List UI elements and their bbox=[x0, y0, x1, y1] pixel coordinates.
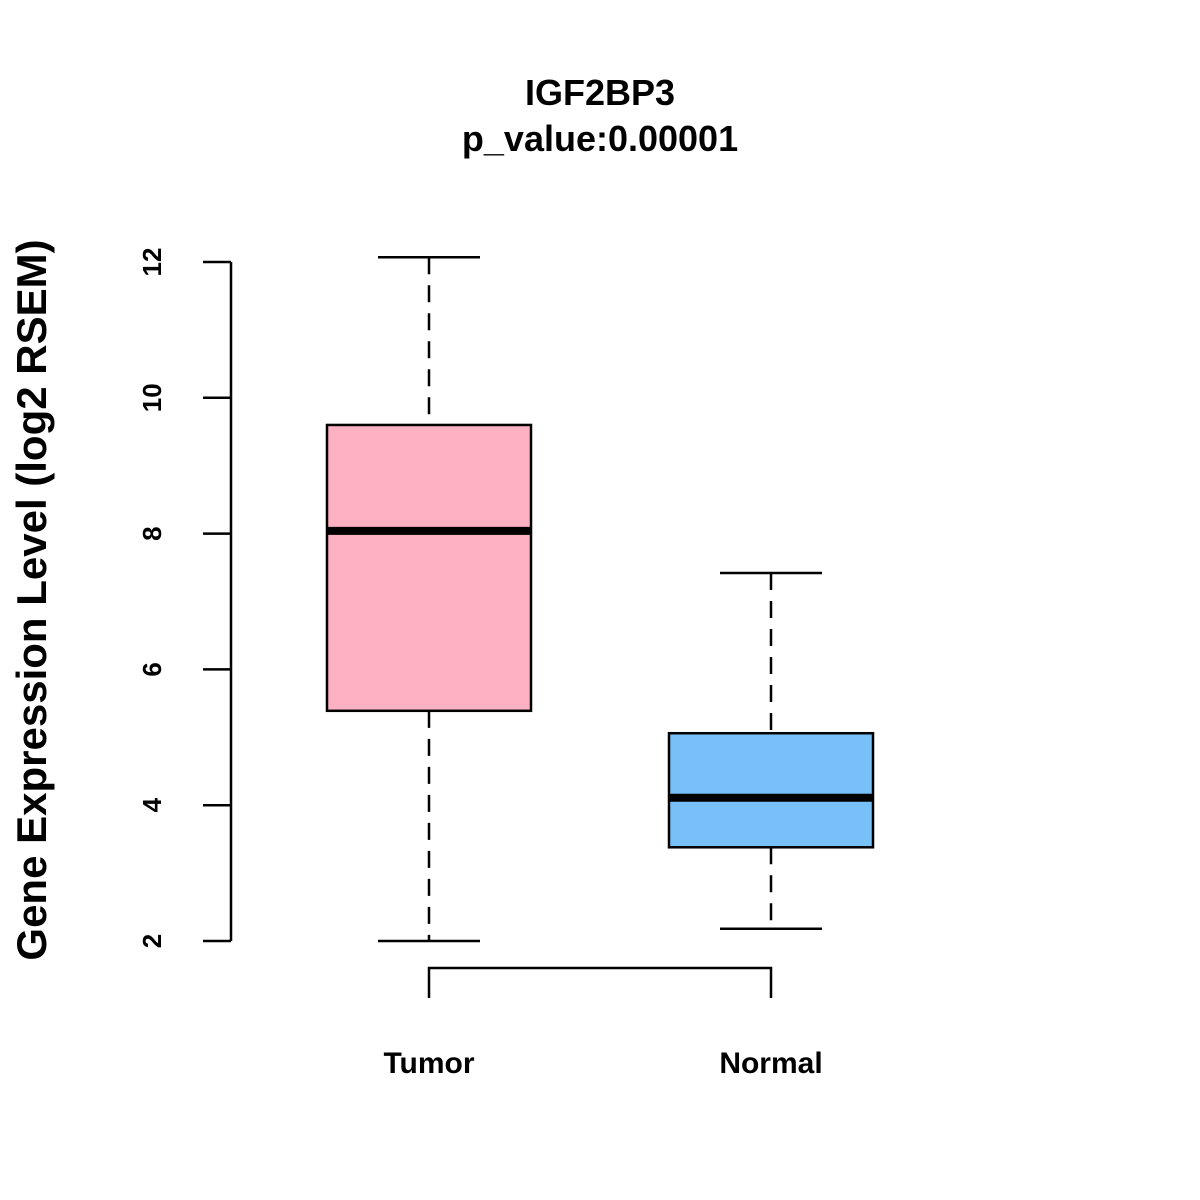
chart-title: IGF2BP3 bbox=[525, 72, 675, 113]
y-tick-label: 10 bbox=[137, 383, 167, 412]
y-axis-label: Gene Expression Level (log2 RSEM) bbox=[8, 239, 55, 960]
y-tick-label: 8 bbox=[137, 526, 167, 540]
x-label-normal: Normal bbox=[719, 1047, 822, 1080]
x-axis-labels: Tumor Normal bbox=[383, 1047, 822, 1080]
iqr-box bbox=[667, 731, 875, 849]
comparison-bracket bbox=[427, 966, 773, 998]
box-tumor bbox=[325, 255, 533, 943]
bracket-line bbox=[427, 966, 773, 998]
y-tick-label: 4 bbox=[137, 797, 167, 812]
y-tick-label: 2 bbox=[137, 934, 167, 948]
x-label-tumor: Tumor bbox=[383, 1047, 474, 1080]
iqr-box bbox=[325, 423, 533, 713]
box-normal bbox=[667, 571, 875, 931]
chart-subtitle: p_value:0.00001 bbox=[462, 118, 738, 159]
y-tick-label: 6 bbox=[137, 662, 167, 676]
y-axis: 2 4 6 8 10 12 bbox=[137, 248, 233, 948]
y-tick-label: 12 bbox=[137, 248, 167, 277]
boxes bbox=[325, 255, 875, 943]
